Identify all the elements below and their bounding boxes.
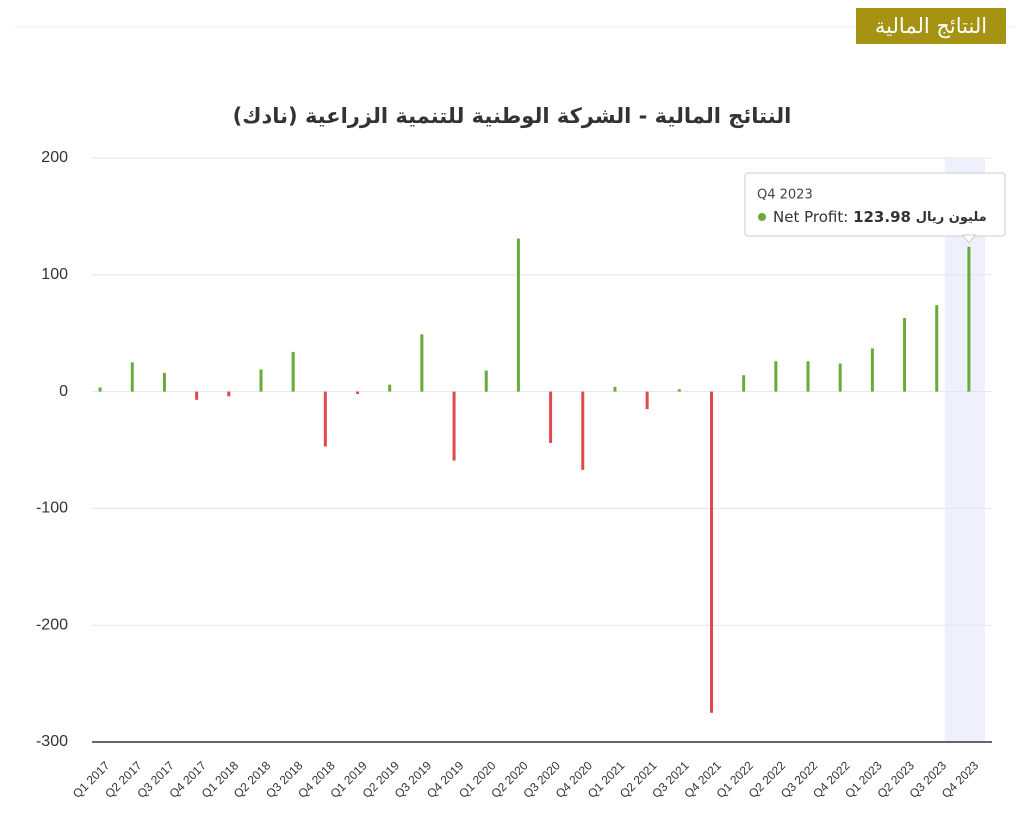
bar xyxy=(484,370,488,392)
tooltip-label: Net Profit: xyxy=(773,208,848,226)
bar xyxy=(420,334,424,392)
tooltip: Q4 2023 Net Profit: 123.98 مليون ريال xyxy=(744,172,1006,244)
tooltip-line: Net Profit: 123.98 مليون ريال xyxy=(773,208,987,226)
y-tick-label: 100 xyxy=(41,266,68,283)
chart-title: النتائج المالية - الشركة الوطنية للتنمية… xyxy=(233,104,792,128)
tooltip-unit: مليون ريال xyxy=(916,210,987,225)
bar xyxy=(356,391,360,394)
bar xyxy=(903,318,907,392)
tooltip-title: Q4 2023 xyxy=(757,188,813,203)
tooltip-box xyxy=(744,172,1006,237)
bar xyxy=(259,369,263,392)
y-tick-label: -300 xyxy=(36,733,68,750)
tooltip-value: 123.98 xyxy=(853,208,911,226)
bar xyxy=(323,391,327,447)
hover-band xyxy=(944,158,985,742)
header-badge-bg xyxy=(856,8,1006,44)
bar xyxy=(645,391,649,410)
bar xyxy=(677,389,681,392)
y-tick-label: -200 xyxy=(36,616,68,633)
bar xyxy=(130,362,134,392)
bar xyxy=(806,361,810,392)
bar xyxy=(967,246,971,392)
bar xyxy=(388,384,392,392)
bar xyxy=(935,305,939,392)
bar xyxy=(162,372,166,392)
bar xyxy=(549,391,553,443)
tooltip-dot xyxy=(758,213,766,221)
bar xyxy=(227,391,231,397)
y-tick-label: 200 xyxy=(41,149,68,166)
bar xyxy=(581,391,585,470)
bar xyxy=(195,391,199,400)
bar xyxy=(516,238,520,392)
bar xyxy=(613,386,617,392)
y-tick-label: -100 xyxy=(36,500,68,517)
bar xyxy=(774,361,778,392)
bar xyxy=(291,351,295,392)
y-tick-label: 0 xyxy=(59,383,68,400)
bar xyxy=(709,391,713,713)
bar xyxy=(838,363,842,392)
bar xyxy=(98,387,102,392)
bar xyxy=(452,391,456,461)
tooltip-pointer xyxy=(961,234,976,244)
bar xyxy=(870,348,874,392)
bar xyxy=(742,375,746,392)
header-badge: النتائج المالية xyxy=(875,14,987,38)
